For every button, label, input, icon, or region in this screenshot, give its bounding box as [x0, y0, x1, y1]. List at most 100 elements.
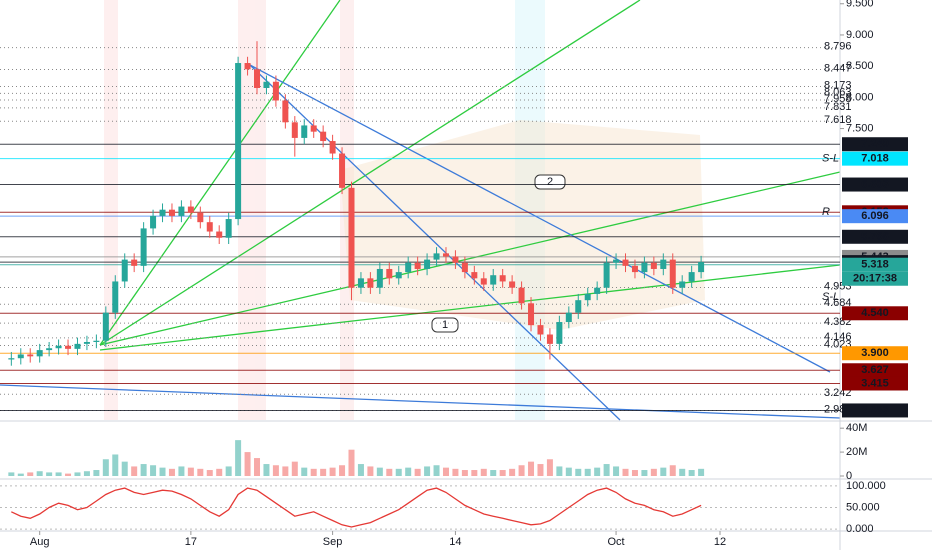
- candle-body: [442, 253, 449, 257]
- volume-bar: [65, 473, 72, 476]
- volume-bar: [631, 470, 638, 476]
- candle-body: [178, 206, 185, 216]
- candle-body: [83, 341, 90, 344]
- price-badge-label: 6.603: [861, 178, 889, 190]
- candle-body: [282, 100, 289, 123]
- y-tick-label: 8.000: [846, 91, 874, 103]
- candle-body: [112, 281, 119, 313]
- volume-bar: [679, 468, 686, 476]
- candle-body: [206, 222, 213, 232]
- trend-line: [249, 64, 621, 421]
- volume-bar: [480, 468, 487, 476]
- volume-bar: [641, 470, 648, 476]
- candle-body: [168, 209, 175, 216]
- candle-body: [471, 272, 478, 279]
- annotation: S-L: [822, 291, 839, 303]
- y-tick-label: 7.500: [846, 122, 874, 134]
- candle-body: [150, 215, 157, 229]
- trend-lines: [0, 0, 841, 421]
- volume-bar: [518, 465, 525, 476]
- volume-bar: [490, 470, 497, 476]
- volume-bar: [650, 468, 657, 476]
- volume-bar: [348, 449, 355, 476]
- volume-bar: [112, 454, 119, 476]
- x-tick-label: Oct: [608, 536, 625, 548]
- candle-body: [320, 131, 327, 142]
- volume-bar: [424, 466, 431, 476]
- volume-bar: [140, 464, 147, 476]
- annotation: S-L: [822, 153, 839, 165]
- candle-body: [121, 259, 128, 282]
- price-badge-label: 3.415: [861, 377, 889, 389]
- candle-body: [254, 69, 261, 88]
- candle-body: [480, 278, 487, 285]
- callout-box: [431, 317, 459, 333]
- volume-bar: [357, 464, 364, 476]
- price-badge: [842, 229, 908, 244]
- countdown-badge: [842, 271, 908, 286]
- candle-body: [424, 259, 431, 269]
- candle-body: [452, 256, 459, 263]
- y-tick-label: 9.000: [846, 29, 874, 41]
- candle-body: [159, 209, 166, 216]
- level-label: 8.796: [824, 41, 852, 53]
- candle-body: [405, 262, 412, 273]
- volume-bar: [556, 466, 563, 476]
- level-label: 7.831: [824, 101, 852, 113]
- candle-body: [65, 345, 72, 349]
- volume-bar: [235, 440, 242, 476]
- volume-bar: [320, 468, 327, 476]
- candle-body: [8, 358, 15, 360]
- volume-tick-label: 40M: [846, 422, 867, 434]
- level-label: 7.618: [824, 114, 852, 126]
- annotation: R: [822, 206, 830, 218]
- trend-line: [99, 0, 641, 346]
- oscillator-tick-label: 0.000: [846, 523, 874, 535]
- volume-bar: [301, 467, 308, 476]
- volume-bar: [206, 470, 213, 476]
- x-tick-label: 14: [449, 536, 461, 548]
- oscillator-tick-label: 50.000: [846, 501, 880, 513]
- callout-2: 2: [534, 174, 566, 190]
- candle-body: [197, 212, 204, 223]
- level-label: 7.958: [824, 93, 852, 105]
- volume-bar: [622, 468, 629, 476]
- volume-bar: [291, 461, 298, 476]
- price-badge-label: 5.318: [861, 259, 889, 271]
- price-badge: [842, 363, 908, 378]
- candle-body: [641, 262, 648, 273]
- volume-bar: [367, 466, 374, 476]
- candle-body: [216, 231, 223, 238]
- volume-bar: [254, 458, 261, 476]
- candle-body: [461, 262, 468, 273]
- candle-body: [367, 278, 374, 288]
- trend-line: [99, 264, 841, 351]
- candle-body: [499, 275, 506, 282]
- volume-bar: [594, 467, 601, 476]
- candle-body: [414, 262, 421, 269]
- volume-bar: [386, 468, 393, 476]
- candle-body: [348, 187, 355, 288]
- callout-label: 2: [547, 176, 553, 188]
- volume-bar: [310, 468, 317, 476]
- price-badge: [842, 177, 908, 192]
- candle-body: [225, 219, 232, 238]
- x-tick-label: Sep: [323, 536, 343, 548]
- volume-bar: [565, 467, 572, 476]
- candle-body: [244, 63, 251, 70]
- volume-bar: [197, 468, 204, 476]
- candle-body: [546, 334, 553, 344]
- level-label: 4.146: [824, 331, 852, 343]
- volume-bar: [216, 468, 223, 476]
- candle-body: [386, 268, 393, 279]
- volume-bar: [613, 466, 620, 476]
- volume-bar: [178, 466, 185, 476]
- volume-bar: [74, 472, 81, 476]
- volume-bar: [282, 466, 289, 476]
- volume-bar: [442, 467, 449, 476]
- volume-bar: [93, 470, 100, 476]
- price-badge-label: 4.540: [861, 307, 889, 319]
- volume-bar: [131, 466, 138, 476]
- candle-body: [376, 268, 383, 288]
